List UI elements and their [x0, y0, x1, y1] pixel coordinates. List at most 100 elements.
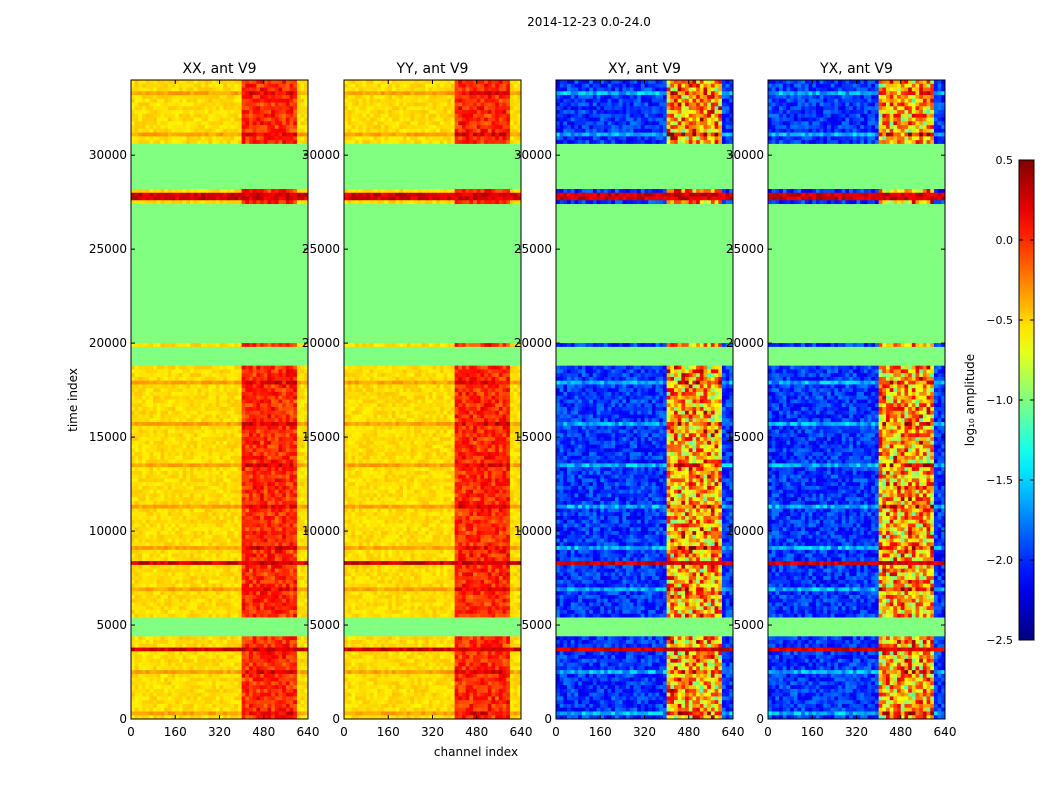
heatmap-cell [193, 237, 198, 243]
heatmap-cell [160, 343, 165, 348]
heatmap-cell [134, 463, 139, 468]
heatmap-cell [131, 241, 136, 246]
heatmap-cell [252, 140, 257, 145]
heatmap-cell [167, 452, 173, 457]
heatmap-cell [156, 448, 161, 453]
heatmap-cell [234, 219, 239, 224]
heatmap-cell [149, 155, 154, 160]
heatmap-cell [282, 177, 287, 182]
heatmap-cell [252, 414, 257, 419]
heatmap-cell [153, 102, 158, 107]
heatmap-cell [212, 91, 217, 96]
heatmap-cell [178, 346, 184, 352]
heatmap-cell [167, 260, 173, 265]
heatmap-cell [252, 433, 257, 438]
heatmap-cell [171, 136, 176, 141]
heatmap-cell [142, 358, 147, 363]
heatmap-cell [153, 211, 158, 216]
heatmap-cell [260, 166, 265, 171]
heatmap-cell [293, 245, 298, 250]
heatmap-cell [274, 113, 279, 119]
heatmap-cell [178, 143, 184, 149]
heatmap-cell [300, 155, 305, 160]
heatmap-cell [204, 361, 209, 367]
heatmap-cell [156, 166, 161, 171]
heatmap-cell [156, 294, 161, 299]
heatmap-cell [208, 143, 213, 149]
heatmap-cell [285, 425, 291, 431]
heatmap-cell [267, 388, 272, 393]
heatmap-cell [175, 189, 180, 194]
heatmap-cell [182, 384, 187, 389]
heatmap-cell [145, 91, 150, 96]
heatmap-cell [263, 83, 268, 89]
heatmap-cell [274, 241, 279, 246]
heatmap-cell [156, 98, 161, 104]
heatmap-cell [256, 294, 261, 299]
heatmap-cell [171, 320, 176, 325]
heatmap-cell [282, 155, 287, 160]
heatmap-cell [260, 83, 265, 89]
heatmap-cell [285, 309, 291, 314]
heatmap-cell [278, 249, 283, 254]
heatmap-cell [230, 95, 235, 100]
heatmap-cell [230, 151, 235, 156]
heatmap-cell [142, 162, 147, 167]
heatmap-cell [171, 91, 176, 96]
heatmap-cell [167, 200, 173, 205]
heatmap-cell [212, 121, 217, 126]
heatmap-cell [186, 422, 191, 427]
heatmap-cell [212, 369, 217, 374]
heatmap-cell [190, 459, 195, 464]
heatmap-cell [160, 249, 165, 254]
heatmap-cell [274, 252, 279, 258]
heatmap-cell [131, 286, 136, 291]
heatmap-cell [274, 136, 279, 141]
heatmap-cell [197, 399, 202, 404]
heatmap-cell [267, 403, 272, 408]
heatmap-cell [274, 158, 279, 164]
heatmap-cell [197, 373, 202, 378]
heatmap-cell [245, 80, 250, 85]
heatmap-cell [153, 399, 158, 404]
heatmap-cell [226, 437, 232, 442]
heatmap-cell [304, 298, 308, 303]
heatmap-cell [223, 422, 228, 427]
heatmap-cell [201, 373, 206, 378]
heatmap-cell [164, 140, 169, 145]
heatmap-cell [178, 391, 184, 397]
heatmap-cell [204, 313, 209, 318]
heatmap-cell [153, 125, 158, 130]
heatmap-cell [167, 305, 173, 310]
heatmap-cell [249, 264, 254, 269]
heatmap-cell [245, 399, 250, 404]
heatmap-cell [160, 170, 165, 175]
heatmap-cell [226, 234, 232, 239]
heatmap-cell [278, 440, 283, 446]
heatmap-cell [142, 339, 147, 344]
heatmap-cell [131, 309, 136, 314]
heatmap-cell [278, 279, 283, 284]
heatmap-cell [145, 309, 150, 314]
heatmap-cell [190, 343, 195, 348]
heatmap-cell [131, 369, 136, 374]
heatmap-cell [249, 132, 254, 137]
heatmap-cell [167, 241, 173, 246]
heatmap-cell [296, 422, 302, 427]
heatmap-cell [160, 361, 165, 367]
heatmap-cell [138, 147, 143, 152]
heatmap-cell [234, 391, 239, 397]
heatmap-cell [296, 328, 302, 333]
heatmap-cell [296, 219, 302, 224]
heatmap-cell [208, 95, 213, 100]
heatmap-cell [234, 331, 239, 337]
heatmap-cell [212, 316, 217, 322]
heatmap-cell [190, 271, 195, 276]
heatmap-cell [241, 388, 246, 393]
heatmap-cell [164, 215, 169, 220]
heatmap-cell [197, 440, 202, 446]
heatmap-cell [234, 249, 239, 254]
heatmap-cell [186, 365, 191, 370]
heatmap-cell [171, 391, 176, 397]
heatmap-cell [171, 407, 176, 412]
